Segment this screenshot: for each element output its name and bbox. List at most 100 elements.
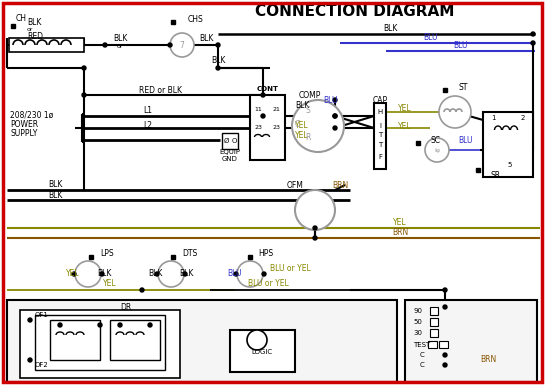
- Text: CONNECTION DIAGRAM: CONNECTION DIAGRAM: [255, 3, 455, 18]
- Circle shape: [237, 261, 263, 287]
- Circle shape: [58, 323, 62, 327]
- Text: BRN: BRN: [392, 228, 408, 236]
- Text: YEL: YEL: [66, 268, 80, 278]
- Text: OFM: OFM: [287, 181, 304, 189]
- Text: RED: RED: [27, 32, 43, 40]
- Circle shape: [443, 288, 447, 292]
- Text: CAP: CAP: [372, 95, 387, 104]
- Text: ST: ST: [458, 82, 468, 92]
- Text: CHS: CHS: [188, 15, 204, 23]
- Text: 30: 30: [413, 330, 422, 336]
- Text: or: or: [27, 27, 33, 32]
- Text: HPS: HPS: [258, 248, 273, 258]
- Bar: [443, 88, 447, 92]
- Bar: [11, 24, 15, 28]
- Circle shape: [155, 272, 159, 276]
- Text: 50: 50: [413, 319, 422, 325]
- Text: C: C: [420, 362, 425, 368]
- Circle shape: [333, 126, 337, 130]
- Text: RED or BLK: RED or BLK: [138, 85, 181, 94]
- Text: OF2: OF2: [35, 362, 49, 368]
- Text: BLK: BLK: [383, 23, 397, 32]
- Text: BLK: BLK: [211, 55, 225, 65]
- Text: H: H: [377, 109, 383, 115]
- Text: 11: 11: [254, 107, 262, 112]
- Text: DR: DR: [120, 303, 131, 311]
- Text: 7: 7: [179, 40, 184, 50]
- Text: 21: 21: [272, 107, 280, 112]
- Circle shape: [28, 318, 32, 322]
- Text: GND: GND: [222, 156, 238, 162]
- Bar: [476, 168, 480, 172]
- Text: BLK: BLK: [199, 33, 213, 42]
- Circle shape: [82, 93, 86, 97]
- Circle shape: [216, 43, 220, 47]
- Text: L2: L2: [143, 121, 153, 129]
- Circle shape: [100, 272, 104, 276]
- Text: C: C: [420, 352, 425, 358]
- Bar: [430, 318, 438, 326]
- Text: CH: CH: [16, 13, 27, 22]
- Text: BLU: BLU: [423, 32, 437, 42]
- Text: OF1: OF1: [35, 312, 49, 318]
- Circle shape: [103, 43, 107, 47]
- Bar: [248, 255, 252, 259]
- Bar: [250, 95, 285, 160]
- Text: LPS: LPS: [100, 248, 113, 258]
- Circle shape: [28, 358, 32, 362]
- Circle shape: [168, 43, 172, 47]
- Circle shape: [262, 272, 266, 276]
- Circle shape: [292, 100, 344, 152]
- Text: YEL: YEL: [103, 280, 117, 288]
- Text: BRN: BRN: [332, 181, 348, 189]
- Bar: [35, 315, 165, 370]
- Circle shape: [333, 114, 337, 118]
- Text: 23: 23: [254, 124, 262, 129]
- Bar: [7, 300, 397, 382]
- Text: BLK: BLK: [48, 191, 62, 199]
- Text: 2: 2: [521, 115, 525, 121]
- Text: SR: SR: [490, 171, 500, 179]
- Bar: [9, 38, 84, 52]
- Bar: [89, 255, 93, 259]
- Text: YEL: YEL: [393, 218, 407, 226]
- Text: BLK: BLK: [97, 268, 111, 278]
- Text: YEL: YEL: [398, 104, 412, 112]
- Text: 23: 23: [272, 124, 280, 129]
- Bar: [439, 341, 448, 348]
- Circle shape: [333, 98, 337, 102]
- Text: SC: SC: [430, 136, 440, 144]
- Circle shape: [443, 363, 447, 367]
- Bar: [171, 20, 175, 24]
- Text: Ø: Ø: [223, 138, 229, 144]
- Text: BLK: BLK: [295, 100, 309, 109]
- Circle shape: [333, 114, 337, 118]
- Text: EQUIP: EQUIP: [220, 149, 240, 155]
- Circle shape: [82, 66, 86, 70]
- Bar: [430, 307, 438, 315]
- Bar: [416, 141, 420, 145]
- Text: BLU or YEL: BLU or YEL: [270, 263, 310, 273]
- Bar: [374, 103, 386, 169]
- Text: T: T: [378, 132, 382, 138]
- Circle shape: [531, 32, 535, 36]
- Text: 5: 5: [508, 162, 512, 168]
- Text: YEL: YEL: [295, 121, 309, 129]
- Text: BLK: BLK: [27, 17, 41, 27]
- Circle shape: [261, 93, 265, 97]
- Bar: [428, 341, 437, 348]
- Circle shape: [216, 66, 220, 70]
- Text: O: O: [231, 138, 237, 144]
- Text: C: C: [294, 119, 300, 129]
- Text: BRN: BRN: [480, 355, 496, 365]
- Text: COMP: COMP: [299, 90, 321, 99]
- Text: 208/230 1ø: 208/230 1ø: [10, 110, 53, 119]
- Bar: [110, 320, 160, 360]
- Circle shape: [140, 288, 144, 292]
- Bar: [222, 133, 238, 149]
- Circle shape: [72, 272, 76, 276]
- Circle shape: [75, 261, 101, 287]
- Text: DTS: DTS: [182, 248, 197, 258]
- Text: BLU: BLU: [323, 95, 337, 104]
- Bar: [20, 310, 180, 378]
